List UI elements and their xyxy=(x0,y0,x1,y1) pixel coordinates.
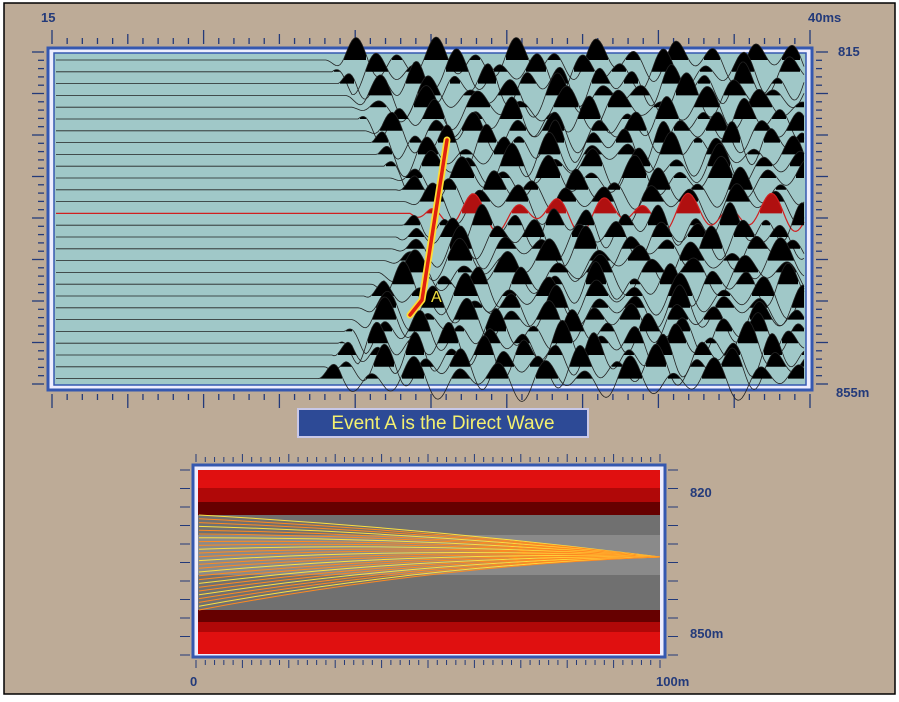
layer xyxy=(198,632,660,654)
caption: Event A is the Direct Wave xyxy=(331,413,554,434)
layer xyxy=(198,488,660,502)
time-start: 15 xyxy=(41,10,55,25)
depth-bottom: 855m xyxy=(836,385,869,400)
model xyxy=(180,454,678,668)
layer xyxy=(198,610,660,622)
offset-end: 100m xyxy=(656,674,689,689)
time-end: 40ms xyxy=(808,10,841,25)
layer xyxy=(198,470,660,488)
layer xyxy=(198,502,660,515)
offset-start: 0 xyxy=(190,674,197,689)
layer xyxy=(198,575,660,610)
model-depth-lower: 850m xyxy=(690,626,723,641)
model-depth-upper: 820 xyxy=(690,485,712,500)
depth-top: 815 xyxy=(838,44,860,59)
event-label: A xyxy=(431,289,442,306)
screenshot: A 15 40ms 815 855m Event A is the Direct… xyxy=(0,0,899,702)
layer xyxy=(198,622,660,632)
